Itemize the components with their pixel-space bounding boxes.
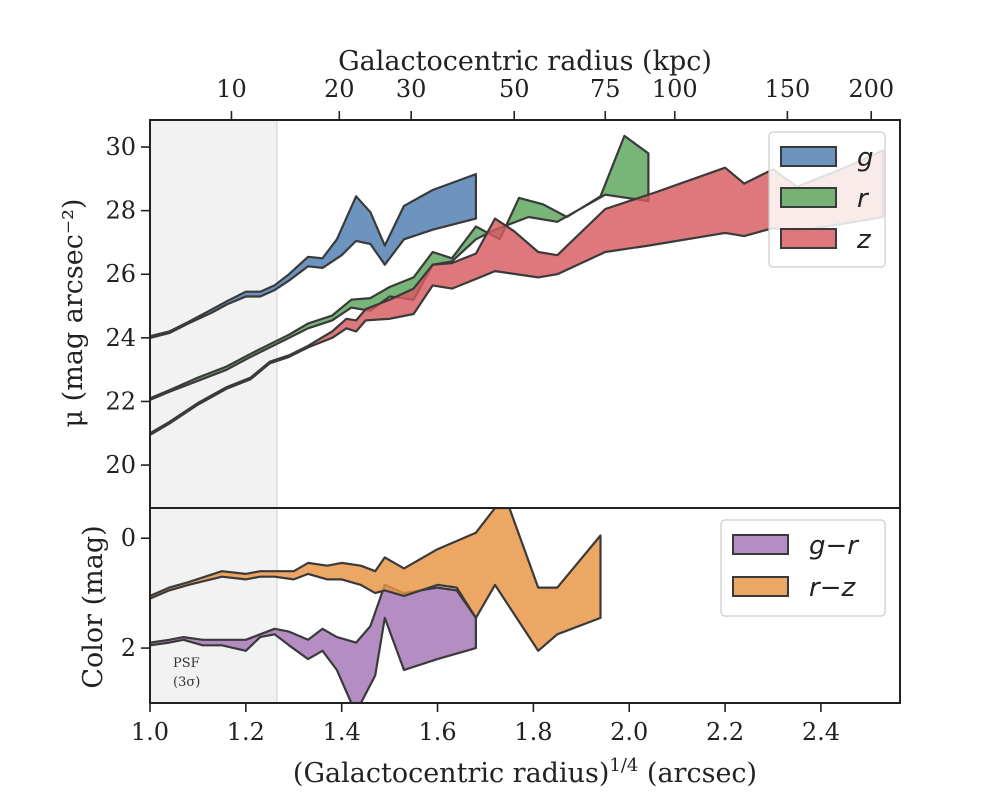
lower-plot-frame <box>149 507 901 704</box>
x-axis-title-superscript: 1/4 <box>609 755 638 776</box>
legend-label: g <box>857 143 874 173</box>
y-tick-label: 26 <box>105 260 136 288</box>
y-tick-label: 22 <box>105 387 136 415</box>
legend-label: r−z <box>809 573 856 603</box>
band-r <box>150 134 650 401</box>
x-tick-label: 1.4 <box>323 718 361 746</box>
lower-legend: g−r r−z <box>720 519 886 617</box>
x-axis-title: (Galactocentric radius)1/4 (arcsec) <box>293 755 757 789</box>
legend-swatch <box>780 187 837 208</box>
top-axis-title: Galactocentric radius (kpc) <box>338 46 712 77</box>
y-tick-label: 28 <box>105 197 136 225</box>
band-g <box>150 173 477 339</box>
x-axis-title-unit: (arcsec) <box>638 758 757 789</box>
top-tick-label: 150 <box>764 75 810 103</box>
upper-y-ticks: 20 22 24 26 28 30 <box>105 133 150 479</box>
upper-y-axis-title: μ (mag arcsec⁻²) <box>58 199 89 428</box>
lower-y-ticks: 02 <box>121 524 150 662</box>
top-tick-label: 50 <box>499 75 530 103</box>
x-tick-label: 2.2 <box>706 718 744 746</box>
upper-psf-shade <box>150 120 277 508</box>
legend-label: g−r <box>809 531 860 561</box>
top-tick-label: 20 <box>324 75 355 103</box>
legend-label: z <box>856 225 872 255</box>
lower-y-axis-title: Color (mag) <box>78 525 109 688</box>
top-tick-label: 100 <box>652 75 698 103</box>
y-tick-label: 2 <box>121 634 136 662</box>
psf-note-line2: (3σ) <box>173 675 200 690</box>
upper-panel: 20 22 24 26 28 30 μ (mag arcsec⁻²) grz <box>58 119 901 509</box>
x-tick-label: 1.0 <box>131 718 169 746</box>
x-tick-label: 1.6 <box>418 718 456 746</box>
y-tick-label: 24 <box>105 324 136 352</box>
legend-swatch <box>780 228 837 249</box>
top-tick-label: 200 <box>848 75 894 103</box>
legend-swatch <box>780 146 837 167</box>
legend-swatch <box>732 534 789 555</box>
legend-label: r <box>857 184 870 214</box>
x-axis-title-main: (Galactocentric radius) <box>293 758 609 789</box>
lower-panel: 02 Color (mag) g−rr−z PSF (3σ) <box>78 507 901 704</box>
top-tick-label: 10 <box>216 75 247 103</box>
x-tick-label: 1.2 <box>227 718 265 746</box>
lower-series-group <box>150 508 602 703</box>
band-r-z <box>150 508 602 652</box>
legend-swatch <box>732 576 789 597</box>
x-ticks-group: 1.0 1.2 1.4 1.6 1.8 2.0 2.2 2.4 <box>131 703 840 746</box>
y-tick-label: 30 <box>105 133 136 161</box>
top-ticks-group: 10 20 30 50 75 100 150 200 <box>216 75 894 120</box>
upper-legend: grz <box>768 131 886 268</box>
top-tick-label: 75 <box>590 75 621 103</box>
psf-note-line1: PSF <box>173 656 200 671</box>
top-tick-label: 30 <box>396 75 427 103</box>
x-tick-label: 2.0 <box>610 718 648 746</box>
x-tick-label: 1.8 <box>514 718 552 746</box>
y-tick-label: 0 <box>121 524 136 552</box>
x-tick-label: 2.4 <box>802 718 840 746</box>
lower-psf-shade <box>150 508 277 703</box>
y-tick-label: 20 <box>105 451 136 479</box>
